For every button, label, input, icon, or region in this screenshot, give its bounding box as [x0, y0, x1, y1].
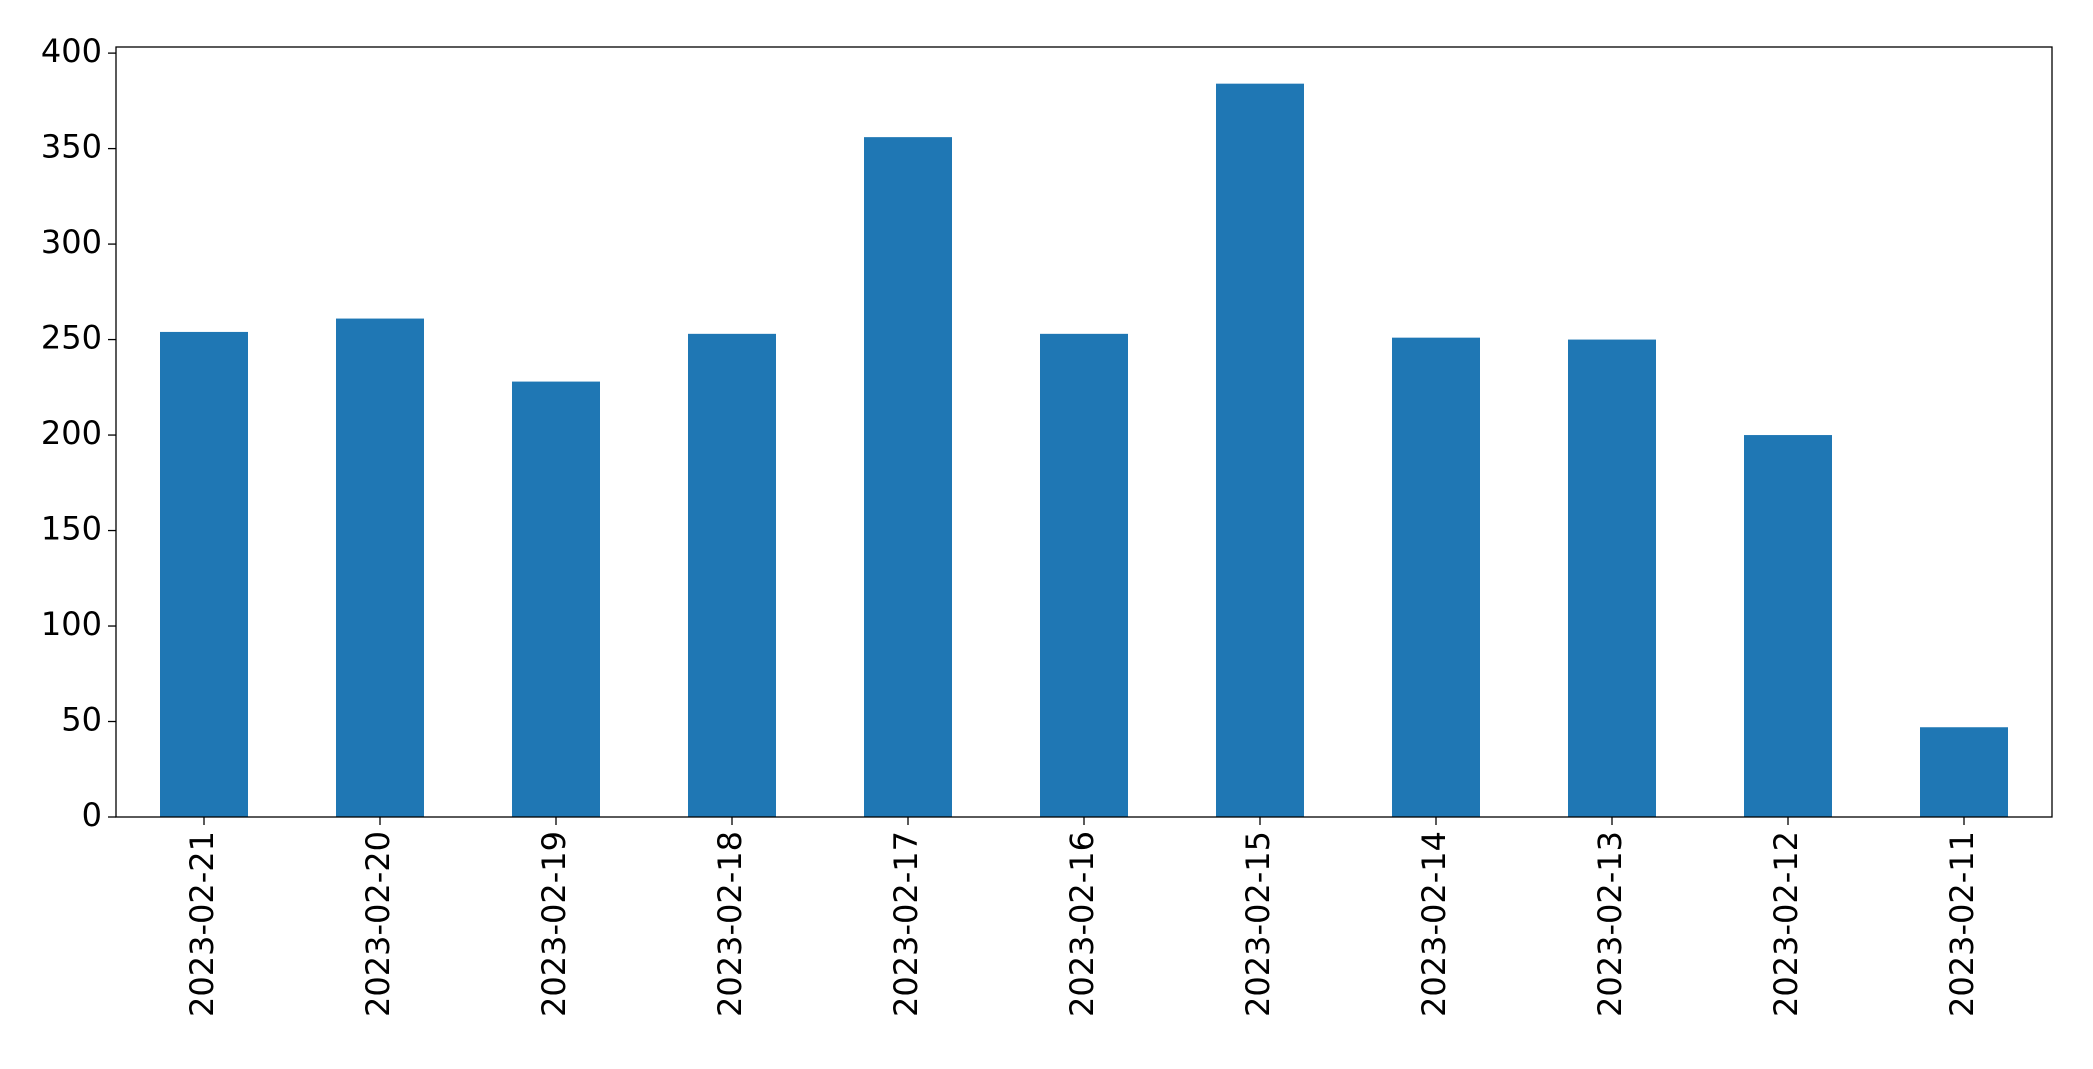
- x-tick-label: 2023-02-12: [1767, 831, 1805, 1017]
- bar: [512, 381, 600, 817]
- y-tick-label: 350: [41, 128, 102, 166]
- bar: [864, 137, 952, 817]
- y-tick-label: 400: [41, 32, 102, 70]
- plot-frame: [115, 46, 2053, 818]
- x-tick-label: 2023-02-17: [887, 831, 925, 1017]
- bar: [160, 331, 248, 817]
- x-tick-label: 2023-02-20: [359, 831, 397, 1017]
- x-tick-label: 2023-02-18: [711, 831, 749, 1017]
- y-tick-label: 300: [41, 223, 102, 261]
- y-tick-label: 200: [41, 414, 102, 452]
- y-tick-label: 150: [41, 510, 102, 548]
- bar: [336, 318, 424, 817]
- x-tick-label: 2023-02-16: [1063, 831, 1101, 1017]
- x-tick-label: 2023-02-15: [1239, 831, 1277, 1017]
- bar: [1568, 339, 1656, 817]
- x-tick-label: 2023-02-11: [1943, 831, 1981, 1017]
- y-tick-label: 250: [41, 319, 102, 357]
- bar: [688, 333, 776, 817]
- x-tick-label: 2023-02-13: [1591, 831, 1629, 1017]
- y-tick-label: 0: [82, 796, 102, 834]
- y-tick-label: 50: [61, 701, 102, 739]
- x-tick-label: 2023-02-19: [535, 831, 573, 1017]
- bar: [1392, 337, 1480, 817]
- x-tick-label: 2023-02-14: [1415, 831, 1453, 1017]
- x-tick-label: 2023-02-21: [183, 831, 221, 1017]
- bar: [1920, 727, 2008, 817]
- bar: [1216, 83, 1304, 817]
- y-tick-label: 100: [41, 605, 102, 643]
- bar: [1744, 435, 1832, 817]
- bar: [1040, 333, 1128, 817]
